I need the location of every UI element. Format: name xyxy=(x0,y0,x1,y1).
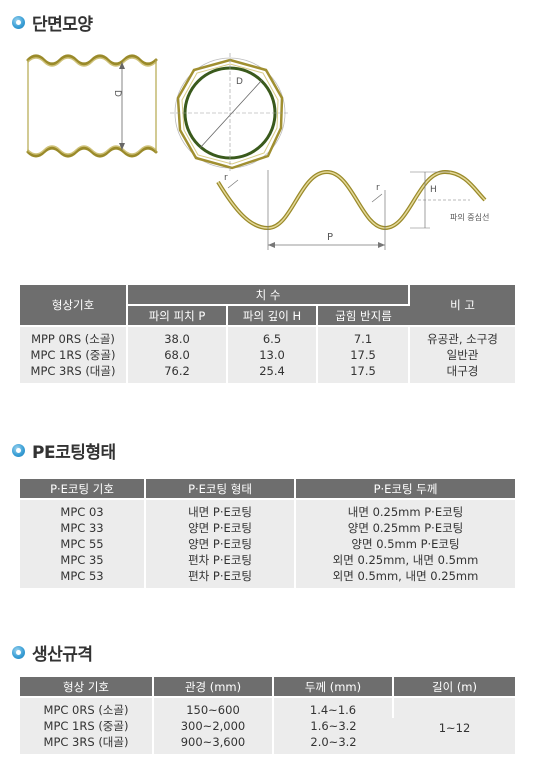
table-row: MPC 03 내면 P·E코팅 내면 0.25mm P·E코팅 xyxy=(20,499,515,520)
col-header-dimension: 치 수 xyxy=(127,285,410,306)
wave-center-label: 파의 중심선 xyxy=(450,212,489,222)
cell-depth: 13.0 xyxy=(227,347,318,363)
cell-type: 내면 P·E코팅 xyxy=(145,499,296,520)
cell-radius: 17.5 xyxy=(317,347,410,363)
height-label: H xyxy=(430,185,437,195)
col-header-coating-code: P·E코팅 기호 xyxy=(20,479,146,500)
section-title-cross-section: 단면모양 xyxy=(12,10,93,35)
table-row: MPC 33 양면 P·E코팅 양면 0.25mm P·E코팅 xyxy=(20,520,515,536)
cell-thickness: 1.6~3.2 xyxy=(273,718,393,734)
cell-code: MPC 1RS (중골) xyxy=(20,718,154,734)
pipe-side-view xyxy=(26,54,158,158)
cell-radius: 17.5 xyxy=(317,363,410,383)
cell-diameter: 150~600 xyxy=(153,697,274,718)
cell-note: 유공관, 소구경 xyxy=(409,326,515,347)
table-row: MPC 3RS (대골) 900~3,600 2.0~3.2 xyxy=(20,734,515,754)
cell-pitch: 68.0 xyxy=(127,347,228,363)
diameter-label: D xyxy=(112,90,122,97)
cell-note: 대구경 xyxy=(409,363,515,383)
col-header-diameter: 관경 (mm) xyxy=(153,677,274,698)
wave-profile xyxy=(216,169,487,250)
table-row: MPC 3RS (대골) 76.2 25.4 17.5 대구경 xyxy=(20,363,515,383)
pipe-end-view xyxy=(170,53,290,173)
table-row: MPC 1RS (중골) 68.0 13.0 17.5 일반관 xyxy=(20,347,515,363)
col-header-note: 비 고 xyxy=(409,285,515,327)
cell-length: 1~12 xyxy=(393,697,515,754)
cell-type: 양면 P·E코팅 xyxy=(145,520,296,536)
col-header-pitch: 파의 피치 P xyxy=(127,305,228,327)
col-header-coating-thickness: P·E코팅 두께 xyxy=(295,479,515,500)
cell-diameter: 900~3,600 xyxy=(153,734,274,754)
section-title-production: 생산규격 xyxy=(12,640,93,665)
cell-note: 일반관 xyxy=(409,347,515,363)
cell-thickness: 외면 0.25mm, 내면 0.5mm xyxy=(295,552,515,568)
dimension-table: 형상기호 치 수 비 고 파의 피치 P 파의 깊이 H 굽힘 반지름 MPP … xyxy=(20,285,515,383)
bullet-icon xyxy=(12,16,25,29)
cell-pitch: 76.2 xyxy=(127,363,228,383)
table-row: MPC 53 편차 P·E코팅 외면 0.5mm, 내면 0.25mm xyxy=(20,568,515,588)
section-title-text: PE코팅형태 xyxy=(32,443,116,463)
section-title-text: 단면모양 xyxy=(32,15,93,35)
radius-label-right: r xyxy=(376,183,380,193)
table-row: MPC 35 편차 P·E코팅 외면 0.25mm, 내면 0.5mm xyxy=(20,552,515,568)
col-header-depth: 파의 깊이 H xyxy=(227,305,318,327)
cell-depth: 25.4 xyxy=(227,363,318,383)
cell-radius: 7.1 xyxy=(317,326,410,347)
col-header-thickness: 두께 (mm) xyxy=(273,677,394,698)
cell-thickness: 양면 0.5mm P·E코팅 xyxy=(295,536,515,552)
col-header-shape: 형상기호 xyxy=(20,285,128,327)
bullet-icon xyxy=(12,444,25,457)
radius-label-left: r xyxy=(224,173,228,183)
cell-thickness: 외면 0.5mm, 내면 0.25mm xyxy=(295,568,515,588)
cell-type: 편차 P·E코팅 xyxy=(145,568,296,588)
production-spec-table: 형상 기호 관경 (mm) 두께 (mm) 길이 (m) MPC 0RS (소골… xyxy=(20,677,515,754)
cell-code: MPP 0RS (소골) xyxy=(20,326,128,347)
table-row: MPP 0RS (소골) 38.0 6.5 7.1 유공관, 소구경 xyxy=(20,326,515,347)
table-row: MPC 0RS (소골) 150~600 1.4~1.6 1~12 xyxy=(20,697,515,754)
cell-type: 양면 P·E코팅 xyxy=(145,536,296,552)
cell-thickness: 2.0~3.2 xyxy=(273,734,393,754)
diameter-label-end: D xyxy=(236,77,243,87)
cell-code: MPC 3RS (대골) xyxy=(20,734,154,754)
cell-thickness: 양면 0.25mm P·E코팅 xyxy=(295,520,515,536)
cross-section-diagram: D D P H r r 파의 중심선 xyxy=(26,53,489,250)
cell-code: MPC 3RS (대골) xyxy=(20,363,128,383)
pe-coating-table: P·E코팅 기호 P·E코팅 형태 P·E코팅 두께 MPC 03 내면 P·E… xyxy=(20,479,515,588)
section-title-text: 생산규격 xyxy=(32,645,93,665)
cell-pitch: 38.0 xyxy=(127,326,228,347)
cell-depth: 6.5 xyxy=(227,326,318,347)
section-title-pe-coating: PE코팅형태 xyxy=(12,438,116,463)
cell-type: 편차 P·E코팅 xyxy=(145,552,296,568)
cell-code: MPC 55 xyxy=(20,536,146,552)
bullet-icon xyxy=(12,646,25,659)
col-header-radius: 굽힘 반지름 xyxy=(317,305,409,327)
cell-thickness: 1.4~1.6 xyxy=(273,697,394,718)
cell-code: MPC 33 xyxy=(20,520,146,536)
cell-code: MPC 03 xyxy=(20,499,146,520)
cell-diameter: 300~2,000 xyxy=(153,718,274,734)
col-header-coating-type: P·E코팅 형태 xyxy=(145,479,296,500)
col-header-length: 길이 (m) xyxy=(393,677,515,698)
cell-thickness: 내면 0.25mm P·E코팅 xyxy=(295,499,515,520)
col-header-shape: 형상 기호 xyxy=(20,677,154,698)
cell-code: MPC 35 xyxy=(20,552,146,568)
table-row: MPC 1RS (중골) 300~2,000 1.6~3.2 xyxy=(20,718,515,734)
pitch-label: P xyxy=(327,232,333,243)
cell-code: MPC 0RS (소골) xyxy=(20,697,154,718)
cell-code: MPC 53 xyxy=(20,568,146,588)
table-row: MPC 55 양면 P·E코팅 양면 0.5mm P·E코팅 xyxy=(20,536,515,552)
cell-code: MPC 1RS (중골) xyxy=(20,347,128,363)
